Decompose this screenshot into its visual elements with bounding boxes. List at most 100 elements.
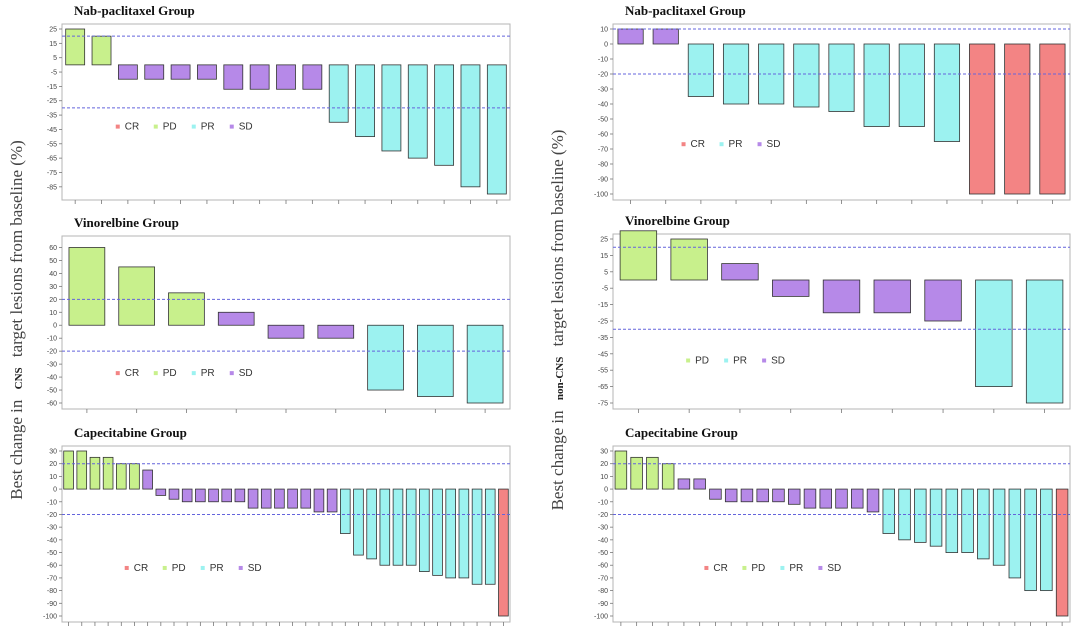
noncns-cap-bar-2 bbox=[630, 456, 643, 490]
cns-cap-bar-12 bbox=[208, 488, 219, 503]
cns-cap-ytick-label: -100 bbox=[43, 614, 57, 621]
noncns-nab-ytick-label: -100 bbox=[594, 192, 608, 199]
noncns-cap-legend-swatch-sd bbox=[818, 565, 823, 570]
cns-vin-bar-3 bbox=[168, 292, 205, 326]
noncns-vin-bar-3 bbox=[721, 263, 759, 281]
cns-cap-bar-3 bbox=[89, 456, 101, 490]
right-y-axis-label: Best change in non-CNS target lesions fr… bbox=[548, 130, 567, 511]
cns-nab-legend-label-cr: CR bbox=[125, 122, 139, 133]
cns-cap-bar-31 bbox=[458, 488, 470, 579]
cns-vin-bar-6 bbox=[317, 324, 355, 339]
cns-cap-bar-20 bbox=[313, 488, 325, 513]
noncns-cap-bar-1 bbox=[614, 450, 628, 490]
cns-vin-legend-swatch-sd bbox=[229, 371, 234, 376]
cns-vin-bar-5 bbox=[267, 324, 305, 339]
noncns-nab-bar-3 bbox=[687, 43, 714, 97]
cns-nab-bar-6 bbox=[197, 64, 217, 80]
cns-nab-bar-10 bbox=[302, 64, 323, 90]
noncns-vin-legend-label-sd: SD bbox=[771, 356, 785, 367]
cns-nab-bar-5 bbox=[170, 64, 191, 80]
cns-cap-legend-swatch-cr bbox=[124, 565, 129, 570]
cns-nab-panel: Nab-paclitaxel Group 25 15 5 -5 -15 -25 -35 -45 -… bbox=[47, 3, 511, 204]
noncns-cap-ytick-label: -10 bbox=[598, 499, 608, 506]
cns-nab-ytick-label: -35 bbox=[47, 113, 57, 120]
noncns-cap-bar-26 bbox=[1008, 488, 1022, 579]
cns-nab-bar-9 bbox=[276, 64, 296, 90]
cns-cap-bar-2 bbox=[76, 450, 88, 490]
noncns-cap-bar-10 bbox=[756, 488, 769, 503]
cns-nab-bar-1 bbox=[65, 28, 86, 66]
cns-vin-legend-swatch-pr bbox=[191, 371, 196, 376]
noncns-cap-bar-6 bbox=[693, 478, 706, 490]
noncns-cap-ytick-label: 30 bbox=[600, 449, 608, 456]
noncns-nab-ytick-label: -30 bbox=[598, 87, 608, 94]
cns-nab-bar-8 bbox=[249, 64, 270, 90]
cns-vin-ytick-label: -50 bbox=[47, 388, 57, 395]
cns-nab-ytick-label: 15 bbox=[49, 41, 57, 48]
cns-vin-legend-label-pr: PR bbox=[201, 368, 215, 379]
noncns-nab-bar-1 bbox=[617, 28, 644, 45]
noncns-nab-bar-2 bbox=[652, 28, 679, 45]
cns-cap-panel: Capecitabine Group 30 20 10 0 -10 -20 -30 -40 -50… bbox=[43, 425, 511, 626]
noncns-nab-legend-swatch-cr bbox=[681, 142, 686, 147]
noncns-nab-bar-13 bbox=[1039, 43, 1066, 195]
cns-cap-bar-17 bbox=[274, 488, 285, 509]
cns-cap-frame bbox=[61, 445, 511, 623]
cns-nab-bar-14 bbox=[407, 64, 428, 159]
cns-cap-ytick-label: -70 bbox=[47, 575, 57, 582]
cns-cap-bar-25 bbox=[379, 488, 391, 566]
cns-cap-ytick-label: -60 bbox=[47, 563, 57, 570]
cns-cap-bar-15 bbox=[247, 488, 259, 509]
noncns-nab-ytick-label: -10 bbox=[598, 57, 608, 64]
noncns-nab-legend-swatch-sd bbox=[757, 142, 762, 147]
noncns-vin-bar-2 bbox=[670, 238, 708, 281]
noncns-nab-bar-12 bbox=[1004, 43, 1031, 195]
noncns-nab-panel: Nab-paclitaxel Group 10 0 -10 -20 -30 -40 -50 -6… bbox=[594, 3, 1071, 204]
cns-cap-ytick-label: 10 bbox=[49, 474, 57, 481]
noncns-nab-ytick-label: 0 bbox=[604, 42, 608, 49]
cns-nab-ytick-label: -55 bbox=[47, 141, 57, 148]
noncns-nab-ytick-label: -80 bbox=[598, 162, 608, 169]
noncns-vin-legend-swatch-pr bbox=[724, 358, 729, 363]
noncns-vin-bar-6 bbox=[873, 279, 911, 314]
noncns-vin-panel: Vinorelbine Group 25 15 5 -5 -15 -25 -35 -45 -55 -… bbox=[598, 213, 1071, 413]
noncns-cap-bar-23 bbox=[961, 488, 974, 553]
noncns-cap-bar-27 bbox=[1024, 488, 1037, 592]
noncns-vin-ytick-label: -15 bbox=[598, 302, 608, 309]
cns-nab-bar-17 bbox=[486, 64, 507, 195]
cns-cap-ytick-label: -40 bbox=[47, 537, 57, 544]
noncns-cap-ytick-label: -30 bbox=[598, 525, 608, 532]
noncns-cap-bar-7 bbox=[709, 488, 722, 500]
noncns-cap-bar-18 bbox=[882, 488, 896, 534]
noncns-cap-title: Capecitabine Group bbox=[625, 425, 738, 440]
noncns-cap-bar-17 bbox=[866, 488, 880, 513]
noncns-cap-bar-12 bbox=[787, 488, 801, 505]
noncns-cap-legend-swatch-pd bbox=[742, 565, 747, 570]
cns-cap-bar-32 bbox=[471, 488, 483, 585]
noncns-nab-legend-label-cr: CR bbox=[691, 139, 705, 150]
cns-vin-ytick-label: -20 bbox=[47, 349, 57, 356]
cns-nab-ytick-label: -45 bbox=[47, 127, 57, 134]
cns-cap-bar-34 bbox=[498, 488, 509, 617]
noncns-vin-bar-5 bbox=[822, 279, 861, 314]
noncns-vin-bar-1 bbox=[619, 230, 658, 281]
cns-cap-bar-8 bbox=[155, 488, 167, 496]
noncns-vin-legend-swatch-pd bbox=[686, 358, 691, 363]
noncns-cap-bar-9 bbox=[740, 488, 754, 503]
cns-cap-bar-9 bbox=[168, 488, 180, 500]
cns-nab-bar-4 bbox=[144, 64, 165, 80]
left-y-axis-label: Best change in CNS target lesions from b… bbox=[7, 140, 26, 499]
left-ylabel-suffix: target lesions from baseline (%) bbox=[7, 140, 26, 357]
cns-nab-bar-15 bbox=[434, 64, 455, 166]
cns-vin-bar-9 bbox=[466, 324, 504, 404]
noncns-nab-ytick-label: -60 bbox=[598, 132, 608, 139]
cns-cap-bar-28 bbox=[419, 488, 430, 572]
noncns-cap-ytick-label: -90 bbox=[598, 601, 608, 608]
cns-vin-bar-7 bbox=[367, 324, 404, 391]
noncns-nab-ytick-label: -50 bbox=[598, 117, 608, 124]
noncns-cap-ytick-label: -20 bbox=[598, 512, 608, 519]
cns-cap-legend-label-sd: SD bbox=[248, 563, 262, 574]
right-y-axis-label-text: Best change in non-CNS target lesions fr… bbox=[548, 130, 567, 511]
noncns-vin-ytick-label: -35 bbox=[598, 335, 608, 342]
